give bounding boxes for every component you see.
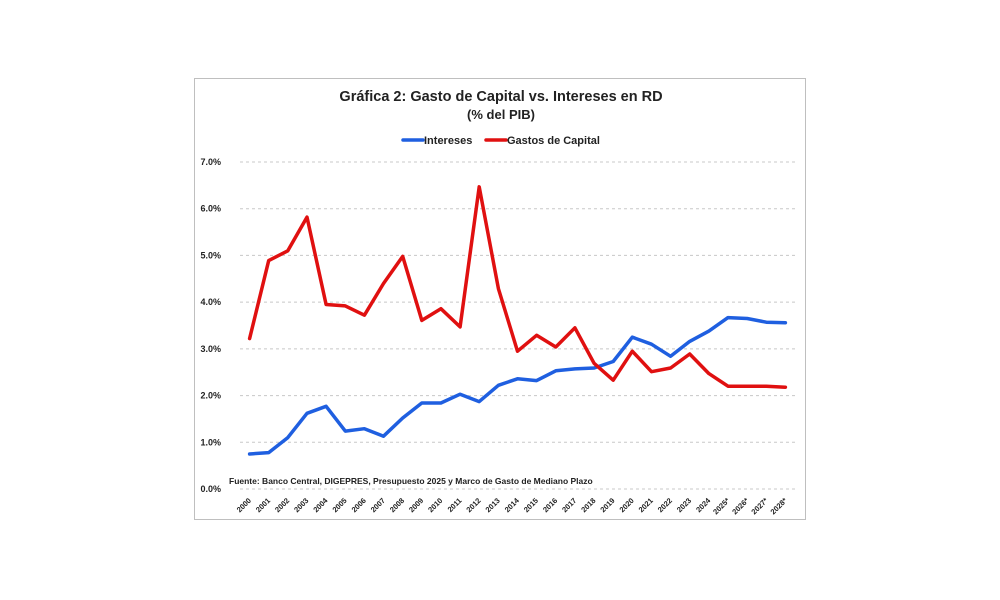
x-tick-label: 2002	[273, 496, 291, 514]
x-tick-label: 2015	[522, 496, 540, 514]
x-tick-label: 2012	[464, 496, 482, 514]
legend-label: Gastos de Capital	[507, 135, 600, 147]
x-axis-ticks: 2000 2001 2002 2003 2004 2005 2006 2007 2008 2009…	[235, 495, 789, 516]
x-tick-label: 2016	[541, 496, 559, 514]
y-tick-label: 3.0%	[200, 344, 221, 354]
x-tick-label: 2028*	[769, 496, 789, 516]
x-tick-label: 2013	[484, 496, 502, 514]
line-chart: Gráfica 2: Gasto de Capital vs. Interese…	[200, 89, 795, 516]
x-tick-label: 2017	[560, 496, 578, 514]
x-tick-label: 2025*	[711, 496, 731, 516]
chart-frame: Gráfica 2: Gasto de Capital vs. Interese…	[194, 78, 806, 520]
x-tick-label: 2008	[388, 496, 406, 514]
source-note: Fuente: Banco Central, DIGEPRES, Presupu…	[229, 476, 593, 486]
x-tick-label: 2027*	[749, 496, 769, 516]
chart-title: Gráfica 2: Gasto de Capital vs. Interese…	[339, 89, 662, 105]
x-tick-label: 2001	[254, 496, 272, 514]
x-tick-label: 2026*	[730, 496, 750, 516]
x-tick-label: 2011	[446, 496, 464, 514]
x-tick-label: 2020	[618, 496, 636, 514]
y-tick-label: 4.0%	[200, 297, 221, 307]
series-line-intereses	[247, 315, 788, 456]
gridlines	[240, 161, 795, 490]
x-tick-label: 2000	[235, 496, 253, 514]
series-line-gastos-de-capital	[247, 185, 788, 389]
x-tick-label: 2014	[503, 495, 522, 514]
x-tick-label: 2021	[637, 496, 655, 514]
y-tick-label: 2.0%	[200, 391, 221, 401]
x-tick-label: 2005	[331, 496, 349, 514]
x-tick-label: 2018	[579, 496, 597, 514]
y-tick-label: 0.0%	[200, 484, 221, 494]
y-tick-label: 1.0%	[200, 437, 221, 447]
x-tick-label: 2004	[311, 495, 330, 514]
x-tick-label: 2007	[369, 496, 387, 514]
x-tick-label: 2023	[675, 496, 693, 514]
x-tick-label: 2019	[598, 496, 616, 514]
x-tick-label: 2009	[407, 496, 425, 514]
x-tick-label: 2006	[350, 496, 368, 514]
y-tick-label: 5.0%	[200, 250, 221, 260]
x-tick-label: 2010	[426, 496, 444, 514]
legend: Intereses Gastos de Capital	[401, 135, 600, 147]
legend-label: Intereses	[424, 135, 472, 147]
chart-subtitle: (% del PIB)	[467, 107, 535, 122]
x-tick-label: 2003	[292, 496, 310, 514]
y-tick-label: 7.0%	[200, 157, 221, 167]
x-tick-label: 2022	[656, 496, 674, 514]
y-axis-ticks: 0.0% 1.0% 2.0% 3.0% 4.0% 5.0% 6.0% 7.0%	[200, 157, 221, 494]
x-tick-label: 2024	[694, 495, 713, 514]
y-tick-label: 6.0%	[200, 204, 221, 214]
series-lines	[247, 185, 788, 456]
